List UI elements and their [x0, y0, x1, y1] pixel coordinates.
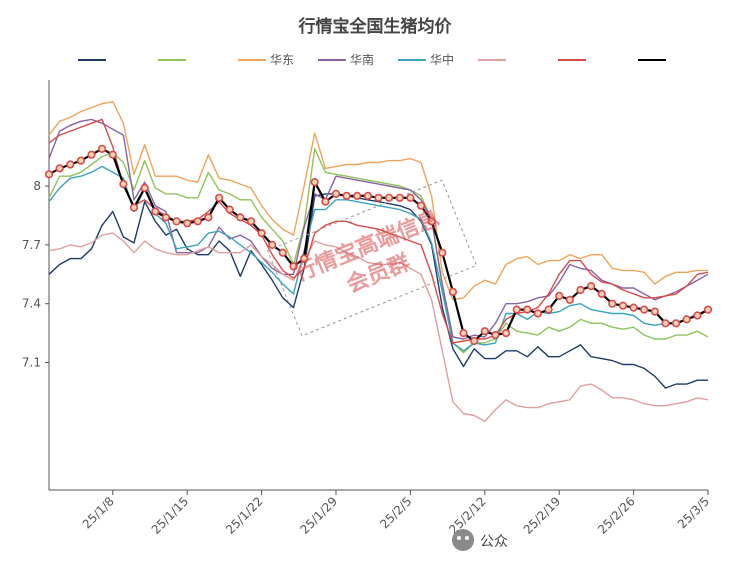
- y-tick-label: 7.1: [22, 356, 41, 370]
- data-point: [76, 156, 85, 165]
- footer-label: 公众: [480, 534, 508, 550]
- data-point: [204, 213, 213, 222]
- data-point: [565, 295, 574, 304]
- y-tick-label: 7.4: [22, 297, 41, 311]
- data-point: [597, 289, 606, 299]
- data-point: [129, 203, 139, 212]
- data-point: [480, 327, 489, 336]
- data-point: [385, 193, 394, 202]
- data-point: [438, 248, 447, 257]
- data-point: [512, 305, 521, 314]
- x-tick-label: 25/1/15: [149, 494, 192, 537]
- legend-label-4: 华中: [430, 52, 454, 67]
- legend: 华东 华南 华中: [78, 52, 666, 67]
- data-point: [470, 336, 479, 346]
- y-tick-label: 7.7: [22, 238, 41, 252]
- series-line-3: [48, 118, 709, 340]
- data-point: [501, 329, 511, 338]
- data-point: [66, 160, 75, 169]
- x-tick-label: 25/1/29: [297, 494, 340, 537]
- data-point: [97, 144, 107, 153]
- data-point: [693, 311, 702, 320]
- data-point: [629, 303, 638, 312]
- data-point: [374, 193, 383, 202]
- wechat-eye-right: [465, 536, 469, 540]
- data-point: [246, 217, 256, 226]
- data-point: [300, 254, 309, 263]
- data-point: [140, 183, 149, 193]
- data-point: [406, 193, 415, 202]
- watermark-box: [266, 179, 478, 337]
- x-tick-label: 25/2/5: [377, 494, 414, 531]
- data-point: [640, 305, 649, 314]
- data-point: [342, 191, 351, 200]
- data-point: [544, 305, 553, 314]
- data-point: [310, 178, 319, 187]
- data-point: [331, 189, 341, 198]
- data-point: [448, 287, 458, 297]
- data-point: [363, 191, 373, 200]
- data-point: [427, 217, 436, 226]
- data-point: [183, 219, 192, 228]
- watermark: 行情宝高端信息 会员群: [266, 179, 478, 337]
- data-point: [87, 150, 96, 159]
- data-point: [618, 301, 628, 310]
- data-point: [289, 262, 298, 271]
- data-point: [257, 229, 266, 238]
- legend-label-2: 华东: [270, 53, 294, 67]
- data-point: [236, 213, 245, 222]
- series-line-4: [48, 165, 709, 352]
- wechat-eye-left: [457, 536, 461, 540]
- series-line-0: [48, 193, 708, 389]
- data-point: [671, 319, 681, 328]
- data-point: [161, 213, 170, 222]
- data-point: [321, 197, 330, 206]
- series-line-5: [48, 232, 709, 423]
- data-point: [193, 217, 202, 226]
- data-point: [576, 285, 585, 295]
- data-point: [278, 248, 287, 257]
- legend-label-3: 华南: [350, 52, 374, 67]
- wechat-icon: [452, 529, 474, 551]
- chart-title: 行情宝全国生猪均价: [298, 16, 453, 37]
- data-point: [682, 315, 691, 324]
- data-point: [416, 201, 426, 210]
- data-point: [533, 309, 543, 318]
- x-tick-label: 25/2/19: [521, 494, 564, 537]
- data-point: [586, 282, 596, 291]
- series-group: [44, 100, 713, 423]
- data-point: [215, 193, 224, 202]
- data-point: [225, 205, 234, 214]
- footer-badge: 公众: [452, 529, 508, 551]
- data-point: [172, 217, 181, 226]
- x-tick-label: 25/2/26: [595, 494, 638, 537]
- data-point: [459, 329, 468, 338]
- data-point: [151, 207, 160, 216]
- data-point: [108, 150, 117, 159]
- y-tick-label: 8: [33, 179, 41, 193]
- data-point: [523, 305, 532, 314]
- data-point: [268, 240, 277, 249]
- data-point: [703, 305, 713, 314]
- series-line-1: [48, 148, 709, 354]
- data-point: [44, 170, 54, 179]
- data-point: [491, 331, 500, 340]
- series-line-2: [48, 100, 708, 301]
- data-point: [353, 191, 362, 200]
- x-tick-label: 25/1/22: [223, 494, 266, 537]
- data-point: [608, 299, 617, 308]
- data-point: [55, 164, 64, 173]
- data-point: [650, 307, 660, 316]
- x-tick-label: 25/3/5: [675, 494, 712, 531]
- data-point: [661, 319, 670, 328]
- data-point: [119, 180, 128, 189]
- data-point: [555, 291, 564, 301]
- x-tick-label: 25/1/8: [80, 494, 117, 531]
